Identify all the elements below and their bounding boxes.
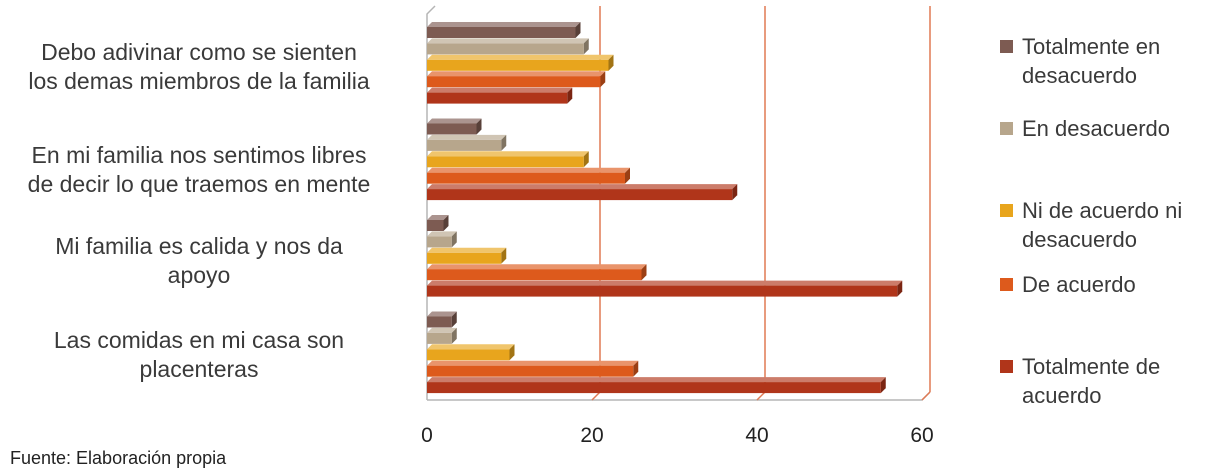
category-label-line: En mi familia nos sentimos libres xyxy=(31,142,367,168)
bar xyxy=(427,360,639,377)
category-label-line: los demas miembros de la familia xyxy=(28,68,370,94)
category-label: En mi familia nos sentimos libres de deci… xyxy=(0,141,399,199)
bar xyxy=(427,22,581,38)
category-label-line: placenteras xyxy=(139,356,259,382)
bar xyxy=(427,247,507,264)
x-tick-label: 0 xyxy=(421,424,433,447)
x-tick-label: 40 xyxy=(745,424,769,447)
gridline-foot xyxy=(921,391,931,401)
legend-label: En desacuerdo xyxy=(1022,116,1170,141)
chart-bars xyxy=(427,22,903,394)
bar xyxy=(427,184,738,201)
bar xyxy=(427,134,507,151)
gridline-foot xyxy=(756,391,766,401)
category-label-line: Debo adivinar como se sienten xyxy=(41,39,357,65)
chart-gridlines xyxy=(591,6,931,401)
bar xyxy=(427,71,606,88)
category-label: Debo adivinar como se sienten los demas m… xyxy=(0,38,399,96)
legend-swatch xyxy=(1000,40,1013,53)
source-note: Fuente: Elaboración propia xyxy=(10,448,227,468)
legend-label: De acuerdo xyxy=(1022,272,1136,297)
bar xyxy=(427,38,589,55)
bar xyxy=(427,167,630,184)
x-tick-label: 60 xyxy=(910,424,934,447)
legend-swatch xyxy=(1000,360,1013,373)
legend-swatch xyxy=(1000,204,1013,217)
category-label-line: Mi familia es calida y nos da xyxy=(55,233,343,259)
category-label: Mi familia es calida y nos da apoyo xyxy=(0,232,399,290)
bar xyxy=(427,151,589,168)
bar xyxy=(427,377,886,394)
bar xyxy=(427,215,449,231)
bar xyxy=(427,344,515,361)
legend-label: Totalmente de acuerdo xyxy=(1022,354,1161,408)
category-label-line: apoyo xyxy=(167,262,231,288)
bar xyxy=(427,311,457,328)
bar xyxy=(427,264,647,281)
bar xyxy=(427,54,614,71)
bar xyxy=(427,280,903,297)
category-label-line: de decir lo que traemos en mente xyxy=(27,171,371,197)
category-label: Las comidas en mi casa son placenteras xyxy=(0,326,399,384)
chart-floor xyxy=(427,391,931,401)
legend-swatch xyxy=(1000,122,1013,135)
bar xyxy=(427,231,457,248)
x-tick-label: 20 xyxy=(580,424,604,447)
legend-swatch xyxy=(1000,278,1013,291)
legend-label: Totalmente en desacuerdo xyxy=(1022,34,1161,88)
bar xyxy=(427,327,457,344)
category-label-line: Las comidas en mi casa son xyxy=(53,327,345,353)
gridline-foot xyxy=(591,391,601,401)
bar xyxy=(427,87,573,104)
bar xyxy=(427,118,482,135)
legend-label: Ni de acuerdo ni desacuerdo xyxy=(1022,198,1183,252)
